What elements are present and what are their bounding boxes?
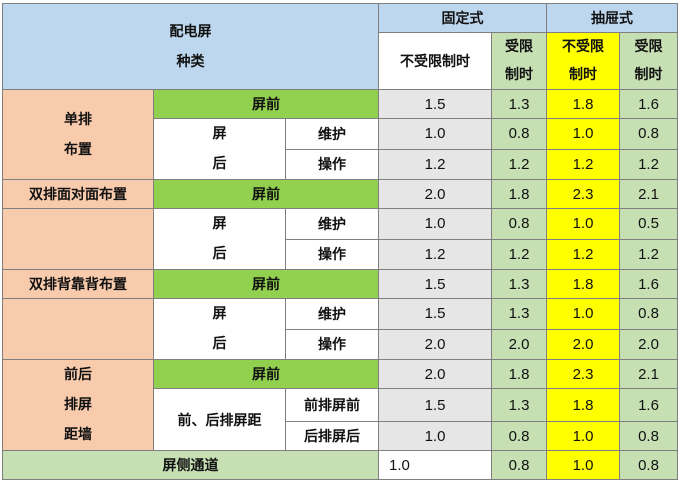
value-cell: 2.0 bbox=[378, 328, 492, 360]
side-aisle-label: 屏侧通道 bbox=[2, 450, 379, 480]
value-cell: 1.2 bbox=[378, 238, 492, 270]
operate-label: 操作 bbox=[285, 328, 379, 360]
value-cell: 1.2 bbox=[546, 238, 620, 270]
value-cell: 1.0 bbox=[546, 450, 620, 480]
group-single: 单排 布置 bbox=[2, 89, 154, 180]
maintain-label: 维护 bbox=[285, 118, 379, 150]
value-cell: 1.0 bbox=[378, 421, 492, 451]
table-row: 屏侧通道 1.0 0.8 1.0 0.8 bbox=[2, 450, 678, 480]
value-cell: 2.0 bbox=[378, 179, 492, 209]
table-row: 双排背靠背布置 屏前 1.5 1.3 1.8 1.6 bbox=[2, 269, 678, 299]
table-row: 屏 后 维护 1.0 0.8 1.0 0.8 bbox=[3, 118, 678, 180]
front-row-label: 前排屏前 bbox=[285, 388, 379, 422]
value-cell: 1.2 bbox=[491, 148, 547, 180]
front-label: 屏前 bbox=[153, 179, 379, 209]
value-cell: 1.2 bbox=[378, 148, 492, 180]
value-cell: 1.0 bbox=[546, 118, 620, 150]
value-cell: 0.8 bbox=[619, 421, 678, 451]
table-row: 操作 1.2 1.2 1.2 1.2 bbox=[3, 238, 678, 270]
group-face-to-face: 双排面对面布置 bbox=[2, 179, 154, 209]
value-cell: 2.0 bbox=[378, 359, 492, 389]
value-cell: 1.2 bbox=[619, 148, 678, 180]
back-label: 屏 后 bbox=[153, 208, 286, 270]
value-cell: 1.5 bbox=[378, 269, 492, 299]
back-row-label: 后排屏后 bbox=[285, 421, 379, 451]
table-row: 屏 后 维护 1.0 0.8 1.0 0.5 bbox=[2, 208, 678, 270]
value-cell: 2.0 bbox=[546, 328, 620, 360]
table-row: 后排屏后 1.0 0.8 1.0 0.8 bbox=[3, 421, 678, 451]
fixed-limited-header: 受限 制时 bbox=[491, 32, 547, 90]
value-cell: 0.8 bbox=[491, 421, 547, 451]
distribution-panel-table: 配电屏 种类 固定式 抽屉式 不受限制时 受限 制时 不受限 制时 受限 制时 … bbox=[2, 3, 678, 480]
row-spacing-label: 前、后排屏距 bbox=[153, 388, 286, 451]
group-back-to-back-cont bbox=[2, 298, 154, 360]
value-cell: 1.0 bbox=[378, 118, 492, 150]
value-cell: 1.2 bbox=[491, 238, 547, 270]
value-cell: 1.3 bbox=[491, 269, 547, 299]
value-cell: 1.2 bbox=[546, 148, 620, 180]
maintain-label: 维护 bbox=[285, 298, 379, 330]
value-cell: 0.8 bbox=[491, 208, 547, 240]
table-row: 前、后排屏距 前排屏前 1.5 1.3 1.8 1.6 bbox=[3, 388, 678, 451]
operate-label: 操作 bbox=[285, 148, 379, 180]
table-row: 屏 后 维护 1.5 1.3 1.0 0.8 bbox=[2, 298, 678, 360]
front-label: 屏前 bbox=[153, 359, 379, 389]
operate-label: 操作 bbox=[285, 238, 379, 270]
drawer-header: 抽屉式 bbox=[546, 3, 678, 33]
value-cell: 2.1 bbox=[619, 359, 678, 389]
value-cell: 1.3 bbox=[491, 388, 547, 422]
value-cell: 1.6 bbox=[619, 388, 678, 422]
value-cell: 2.0 bbox=[491, 328, 547, 360]
drawer-unlimited-header: 不受限 制时 bbox=[546, 32, 620, 90]
value-cell: 2.0 bbox=[619, 328, 678, 360]
value-cell: 2.3 bbox=[546, 359, 620, 389]
value-cell: 1.8 bbox=[491, 359, 547, 389]
back-label: 屏 后 bbox=[153, 118, 286, 180]
value-cell: 1.0 bbox=[378, 208, 492, 240]
group-back-to-back: 双排背靠背布置 bbox=[2, 269, 154, 299]
table-row: 单排 布置 屏前 1.5 1.3 1.8 1.6 bbox=[2, 89, 678, 180]
value-cell: 1.0 bbox=[546, 208, 620, 240]
panel-type-header: 配电屏 种类 bbox=[2, 3, 379, 90]
front-label: 屏前 bbox=[153, 89, 379, 119]
drawer-limited-header: 受限 制时 bbox=[619, 32, 678, 90]
value-cell: 1.0 bbox=[546, 421, 620, 451]
group-wall-distance: 前后 排屏 距墙 bbox=[2, 359, 154, 451]
front-label: 屏前 bbox=[153, 269, 379, 299]
group-face-to-face-cont bbox=[2, 208, 154, 270]
value-cell: 1.5 bbox=[378, 298, 492, 330]
value-cell: 1.3 bbox=[491, 89, 547, 119]
value-cell: 1.8 bbox=[546, 269, 620, 299]
value-cell: 0.8 bbox=[619, 298, 678, 330]
value-cell: 1.8 bbox=[546, 89, 620, 119]
value-cell: 1.5 bbox=[378, 89, 492, 119]
value-cell: 1.2 bbox=[619, 238, 678, 270]
value-cell: 1.3 bbox=[491, 298, 547, 330]
value-cell: 1.0 bbox=[378, 450, 492, 480]
value-cell: 2.1 bbox=[619, 179, 678, 209]
back-label: 屏 后 bbox=[153, 298, 286, 360]
value-cell: 1.0 bbox=[546, 298, 620, 330]
value-cell: 0.8 bbox=[491, 118, 547, 150]
table-row: 双排面对面布置 屏前 2.0 1.8 2.3 2.1 bbox=[2, 179, 678, 209]
value-cell: 1.8 bbox=[491, 179, 547, 209]
value-cell: 1.6 bbox=[619, 269, 678, 299]
maintain-label: 维护 bbox=[285, 208, 379, 240]
table-row: 操作 1.2 1.2 1.2 1.2 bbox=[3, 148, 678, 180]
table-row: 前后 排屏 距墙 屏前 2.0 1.8 2.3 2.1 bbox=[2, 359, 678, 451]
value-cell: 1.5 bbox=[378, 388, 492, 422]
value-cell: 0.8 bbox=[491, 450, 547, 480]
value-cell: 1.6 bbox=[619, 89, 678, 119]
value-cell: 2.3 bbox=[546, 179, 620, 209]
fixed-unlimited-header: 不受限制时 bbox=[378, 32, 492, 90]
value-cell: 0.5 bbox=[619, 208, 678, 240]
value-cell: 0.8 bbox=[619, 118, 678, 150]
table-row: 操作 2.0 2.0 2.0 2.0 bbox=[3, 328, 678, 360]
value-cell: 0.8 bbox=[619, 450, 678, 480]
fixed-header: 固定式 bbox=[378, 3, 547, 33]
value-cell: 1.8 bbox=[546, 388, 620, 422]
